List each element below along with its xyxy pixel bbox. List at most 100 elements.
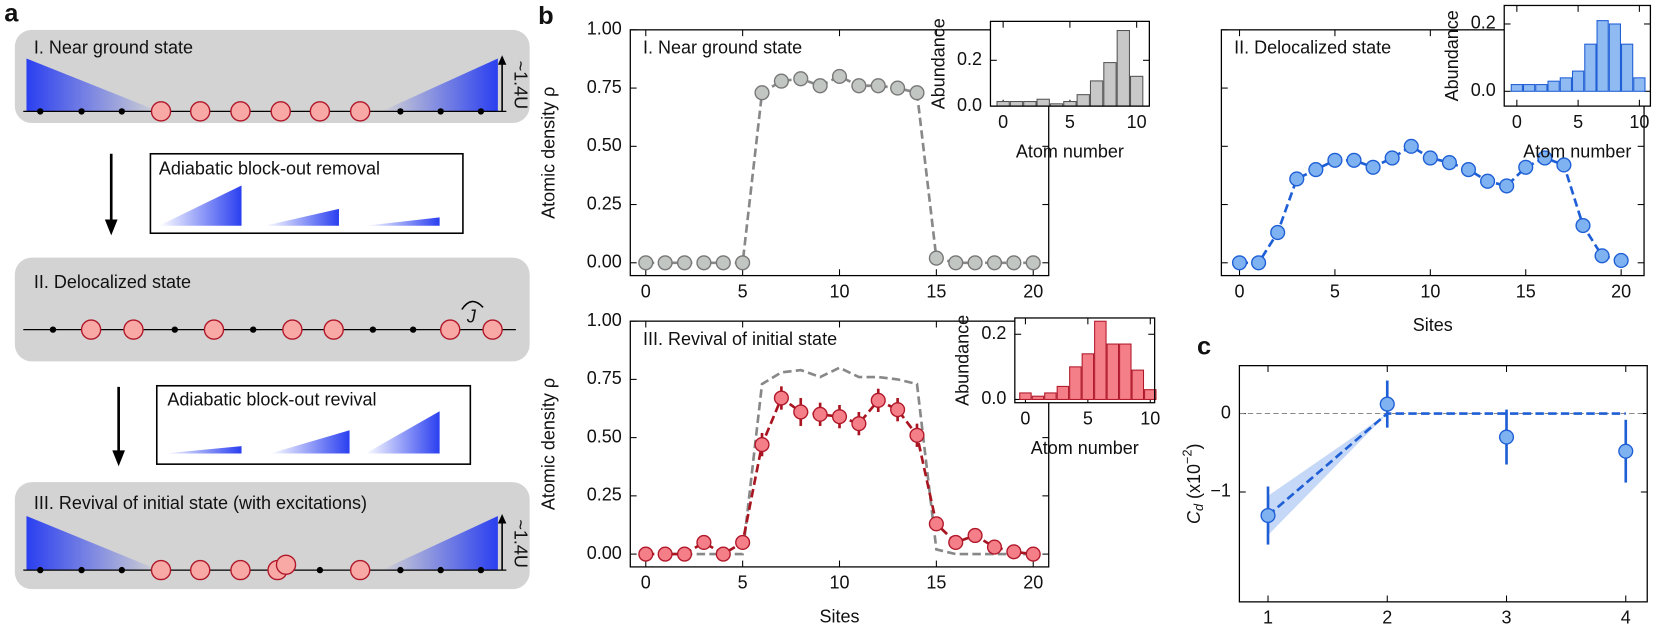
x-tick-label: 5 — [1330, 281, 1340, 301]
potential-ramp — [26, 516, 159, 571]
y-axis-label: Abundance — [953, 315, 973, 406]
data-point — [1025, 255, 1041, 271]
x-tick-label: 20 — [1023, 281, 1043, 301]
scale-label: ~1.4U — [510, 519, 530, 568]
data-point — [1327, 152, 1343, 168]
y-tick-label: 0.75 — [587, 77, 622, 97]
atom — [150, 101, 172, 122]
atom — [189, 101, 211, 122]
x-axis-label: Atom number — [1523, 141, 1631, 161]
site — [409, 326, 417, 333]
x-tick-label: 10 — [1127, 112, 1147, 132]
data-point — [1460, 162, 1477, 178]
data-point — [1594, 248, 1610, 264]
bar — [1106, 343, 1120, 400]
potential-ramp — [381, 58, 498, 112]
atom — [230, 101, 251, 122]
data-point — [696, 534, 712, 551]
atom — [309, 101, 331, 122]
bar — [1063, 100, 1077, 107]
x-axis-label: Atom number — [1031, 438, 1139, 458]
x-tick-label: 0 — [1512, 112, 1522, 132]
label-part: C — [1184, 510, 1204, 524]
x-axis-label: Atom number — [1016, 141, 1124, 161]
x-tick-label: 15 — [926, 573, 946, 593]
x-tick-label: 3 — [1502, 608, 1512, 628]
axes-frame — [1014, 317, 1156, 404]
bar — [1081, 353, 1095, 400]
data-point — [638, 546, 654, 562]
site — [171, 326, 178, 333]
arrowhead — [497, 513, 507, 524]
data-point — [851, 78, 867, 94]
y-tick-label: 0.75 — [587, 368, 622, 388]
data-point — [1346, 152, 1362, 168]
bar — [996, 100, 1010, 107]
x-tick-label: 0 — [1235, 281, 1245, 301]
x-tick-label: 2 — [1382, 608, 1392, 628]
state-box — [14, 29, 530, 124]
x-tick-label: 20 — [1611, 281, 1631, 301]
x-tick-label: 0 — [641, 573, 651, 593]
site — [369, 326, 377, 333]
x-tick-label: 10 — [1629, 112, 1649, 132]
x-tick-label: 10 — [829, 573, 849, 593]
site — [397, 108, 404, 115]
bar — [1144, 389, 1157, 400]
data-point — [948, 534, 964, 551]
data-point — [1384, 150, 1400, 166]
axes-frame — [1220, 29, 1645, 277]
data-point — [793, 404, 809, 420]
bar — [1116, 29, 1130, 107]
atom — [80, 319, 102, 340]
x-tick-label: 5 — [1065, 112, 1075, 132]
data-point — [1251, 255, 1267, 271]
x-axis-label: Sites — [1413, 315, 1453, 335]
state-title: III. Revival of initial state (with exci… — [34, 493, 367, 513]
y-tick-label: 0.2 — [981, 323, 1006, 343]
data-point — [773, 390, 789, 406]
y-tick-label: 0.50 — [587, 135, 622, 155]
data-point — [1441, 155, 1457, 171]
bar — [1522, 84, 1536, 92]
arrowhead — [497, 55, 507, 65]
x-tick-label: 20 — [1023, 573, 1043, 593]
site — [118, 566, 125, 574]
atom — [282, 319, 303, 340]
data-point — [715, 546, 731, 562]
atom — [439, 319, 461, 340]
ramp-icon — [164, 446, 242, 454]
data-point — [1231, 255, 1248, 271]
site — [78, 566, 85, 574]
potential-ramp — [381, 516, 498, 571]
step-label: Adiabatic block-out removal — [159, 158, 380, 178]
plot-area — [630, 321, 1049, 567]
data-point — [1006, 255, 1022, 271]
ramp-icon — [365, 217, 440, 226]
label-part: ) — [1184, 443, 1204, 449]
data-point — [735, 255, 751, 271]
scale-label: ~1.4U — [510, 61, 530, 110]
bar — [1535, 84, 1548, 92]
annotation: III. Revival of initial state — [643, 329, 837, 349]
bar — [1571, 70, 1585, 92]
data-point — [1499, 178, 1515, 194]
data-point — [890, 402, 906, 418]
atom — [230, 559, 251, 581]
data-point — [1537, 150, 1553, 166]
bar — [1510, 84, 1523, 92]
data-point — [1379, 396, 1395, 412]
x-tick-label: 0 — [641, 281, 651, 301]
data-point — [1308, 162, 1324, 178]
data-point — [1498, 429, 1515, 445]
annotation: I. Near ground state — [643, 38, 802, 58]
data-point — [1422, 150, 1438, 166]
data-point — [831, 68, 848, 85]
site — [437, 108, 444, 115]
site — [437, 566, 444, 574]
axes-frame — [629, 29, 1050, 277]
data-point — [851, 416, 867, 432]
